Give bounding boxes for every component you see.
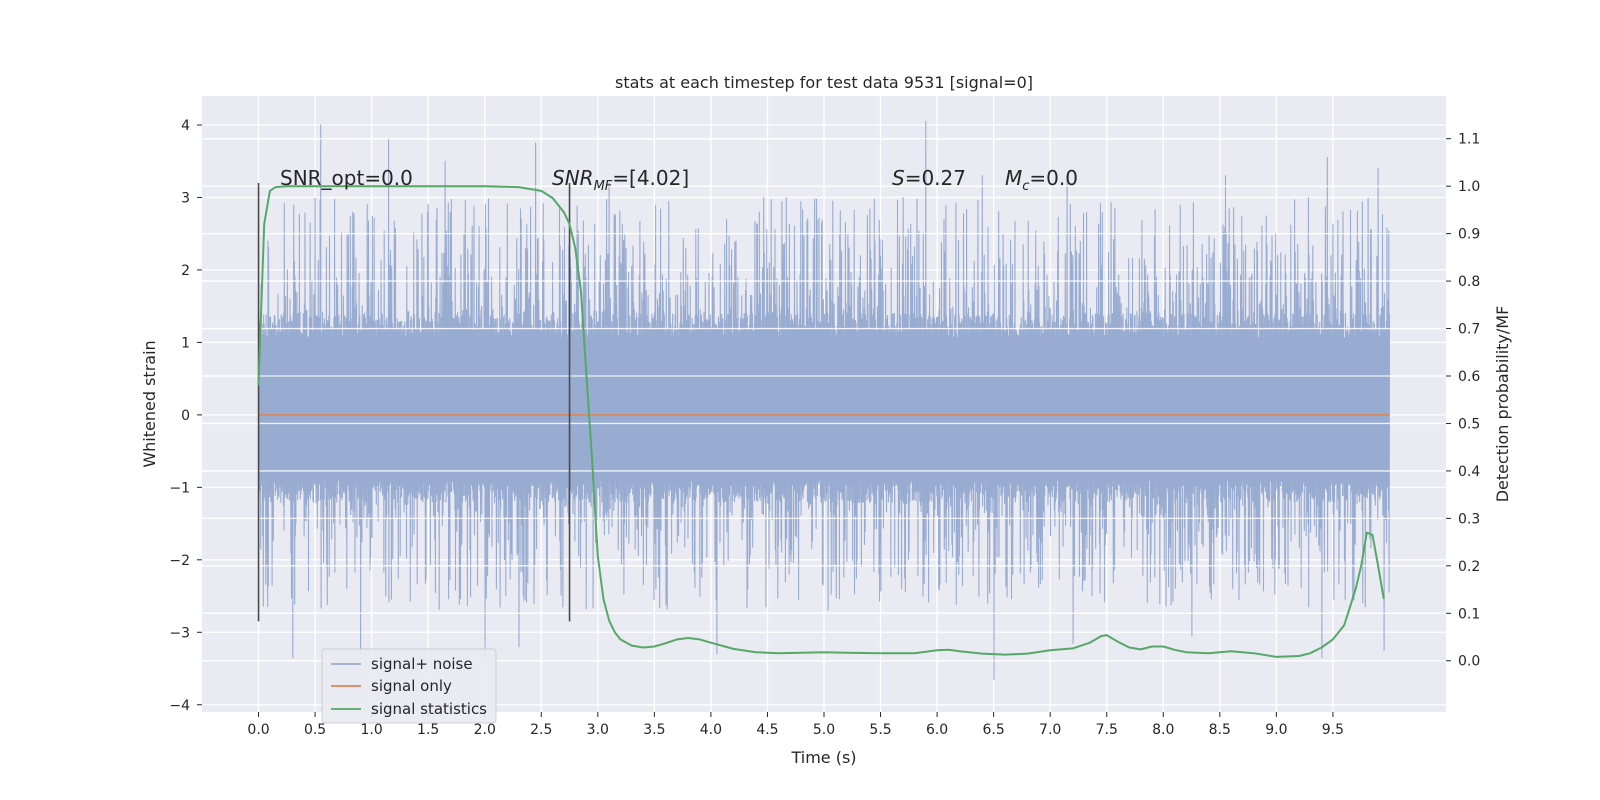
x-tick-label: 6.0	[926, 722, 948, 738]
mc-subscript: c	[1022, 179, 1029, 194]
y2-tick-label: 0.5	[1458, 416, 1480, 432]
x-tick-label: 1.0	[361, 722, 383, 738]
annotation-mc: Mc=0.0	[1005, 166, 1078, 194]
y2-tick-label: 0.4	[1458, 464, 1480, 480]
x-tick-label: 4.0	[700, 722, 722, 738]
snr-mf-symbol: SNR	[552, 166, 594, 190]
x-tick-label: 9.5	[1322, 722, 1344, 738]
y-tick-label: −2	[169, 553, 190, 569]
x-tick-label: 7.5	[1096, 722, 1118, 738]
signal-statistics-line	[257, 185, 1385, 658]
annotations: SNR_opt=0.0 SNRMF=[4.02] S=0.27 Mc=0.0	[280, 166, 1078, 194]
x-tick-label: 0.5	[304, 722, 326, 738]
y-tick-label: −3	[169, 625, 190, 641]
y2-tick-label: 0.8	[1458, 274, 1480, 290]
s-symbol: S	[892, 166, 905, 190]
mc-symbol: M	[1005, 166, 1022, 190]
y-tick-label: −1	[169, 480, 190, 496]
mc-value: =0.0	[1029, 166, 1078, 190]
annotation-s: S=0.27	[892, 166, 966, 190]
x-tick-label: 0.0	[247, 722, 269, 738]
snr-mf-value: =[4.02]	[612, 166, 689, 190]
x-tick-label: 2.5	[530, 722, 552, 738]
y2-tick-label: 0.1	[1458, 606, 1480, 622]
y2-tick-label: 0.9	[1458, 227, 1480, 243]
y-tick-label: 2	[181, 263, 190, 279]
x-tick-label: 5.0	[813, 722, 835, 738]
y2-tick-label: 1.0	[1458, 179, 1480, 195]
legend-label-signal: signal only	[371, 677, 452, 695]
y2-tick-label: 0.0	[1458, 654, 1480, 670]
lines	[257, 182, 1390, 658]
chart-title: stats at each timestep for test data 953…	[615, 73, 1033, 92]
x-tick-label: 8.0	[1152, 722, 1174, 738]
x-tick-label: 8.5	[1209, 722, 1231, 738]
y-tick-label: 1	[181, 335, 190, 351]
x-tick-label: 5.5	[869, 722, 891, 738]
s-value: =0.27	[905, 166, 966, 190]
x-axis-label: Time (s)	[790, 748, 856, 767]
y2-tick-label: 0.6	[1458, 369, 1480, 385]
y-tick-label: 0	[181, 408, 190, 424]
x-tick-label: 3.0	[587, 722, 609, 738]
legend-label-noise: signal+ noise	[371, 655, 473, 673]
y-axis-label: Whitened strain	[140, 340, 159, 467]
y2-tick-label: 0.2	[1458, 559, 1480, 575]
snr-mf-subscript: MF	[594, 179, 613, 194]
annotation-snr-mf: SNRMF=[4.02]	[552, 166, 689, 194]
x-tick-label: 9.0	[1265, 722, 1287, 738]
y2-tick-label: 0.7	[1458, 322, 1480, 338]
x-tick-label: 6.5	[983, 722, 1005, 738]
y2-axis-label: Detection probability/MF	[1493, 306, 1512, 503]
y2-tick-label: 1.1	[1458, 132, 1480, 148]
x-tick-label: 2.0	[474, 722, 496, 738]
legend: signal+ noise signal only signal statist…	[321, 648, 497, 724]
y-tick-label: 4	[181, 118, 190, 134]
legend-label-stats: signal statistics	[371, 700, 487, 718]
y-tick-label: −4	[169, 698, 190, 714]
y-tick-label: 3	[181, 190, 190, 206]
x-tick-label: 1.5	[417, 722, 439, 738]
x-tick-label: 7.0	[1039, 722, 1061, 738]
x-tick-label: 4.5	[756, 722, 778, 738]
legend-box	[321, 648, 497, 724]
y2-tick-label: 0.3	[1458, 511, 1480, 527]
x-tick-label: 3.5	[643, 722, 665, 738]
tick-labels: 0.0 0.5 1.0 1.5 2.0 2.5 3.0 3.5 4.0 4.5 5.0 5.5 6.0 6…	[169, 118, 1480, 738]
signal-noise-line	[257, 120, 1391, 680]
annotation-snr-opt: SNR_opt=0.0	[280, 166, 413, 190]
